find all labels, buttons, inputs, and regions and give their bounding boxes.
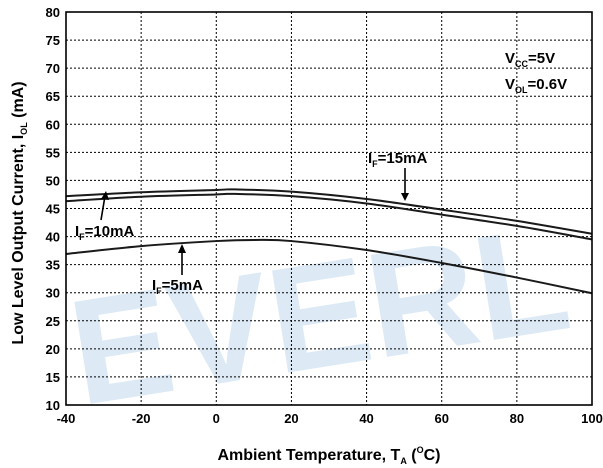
series-lines <box>65 188 593 295</box>
series-line-1 <box>65 192 593 241</box>
x-tick-label: 100 <box>581 411 603 426</box>
series-label-10ma: IF=10mA <box>75 223 134 242</box>
plot-frame <box>65 11 593 406</box>
x-tick-label: -20 <box>132 411 151 426</box>
y-tick-label: 55 <box>46 145 60 160</box>
x-tick-label: -40 <box>57 411 76 426</box>
x-tick-label: 60 <box>434 411 448 426</box>
series-label-5ma: IF=5mA <box>152 277 203 296</box>
grid <box>66 12 592 405</box>
y-tick-label: 35 <box>46 258 60 273</box>
y-tick-label: 25 <box>46 314 60 329</box>
watermark-text: EVERL <box>59 193 579 437</box>
y-tick-label: 30 <box>46 286 60 301</box>
arrow-10ma <box>100 195 106 221</box>
y-tick-label: 15 <box>46 370 60 385</box>
arrow-head-5ma <box>178 244 186 253</box>
y-tick-label: 60 <box>46 117 60 132</box>
y-axis-title: Low Level Output Current, IOL (mA) <box>10 81 29 344</box>
x-tick-label: 40 <box>359 411 373 426</box>
arrow-head-10ma <box>101 191 109 200</box>
x-axis-title: Ambient Temperature, TA (OC) <box>217 445 440 466</box>
x-tick-label: 20 <box>284 411 298 426</box>
y-tick-label: 45 <box>46 202 60 217</box>
y-tick-label: 20 <box>46 342 60 357</box>
y-tick-label: 75 <box>46 33 60 48</box>
y-tick-label: 80 <box>46 5 60 20</box>
condition-vol: VOL=0.6V <box>505 76 567 95</box>
series-label-15ma: IF=15mA <box>368 150 427 169</box>
x-tick-label: 80 <box>510 411 524 426</box>
tick-labels: -40 -20 0 20 40 60 80 100 10 15 20 25 30 35 40 45 50 55 60… <box>46 5 603 426</box>
series-line-0 <box>65 188 593 235</box>
x-tick-label: 0 <box>213 411 220 426</box>
series-line-2 <box>65 238 593 295</box>
y-tick-label: 10 <box>46 398 60 413</box>
y-tick-label: 50 <box>46 173 60 188</box>
y-tick-label: 40 <box>46 230 60 245</box>
y-tick-label: 65 <box>46 89 60 104</box>
condition-vcc: VCC=5V <box>505 50 555 69</box>
arrow-head-15ma <box>401 193 409 201</box>
y-tick-label: 70 <box>46 61 60 76</box>
